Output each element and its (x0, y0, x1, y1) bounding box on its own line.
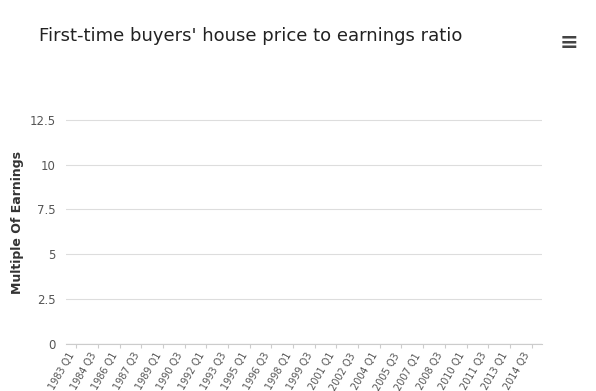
Text: ≡: ≡ (560, 33, 579, 53)
Y-axis label: Multiple Of Earnings: Multiple Of Earnings (11, 151, 24, 294)
Text: First-time buyers' house price to earnings ratio: First-time buyers' house price to earnin… (39, 27, 462, 45)
